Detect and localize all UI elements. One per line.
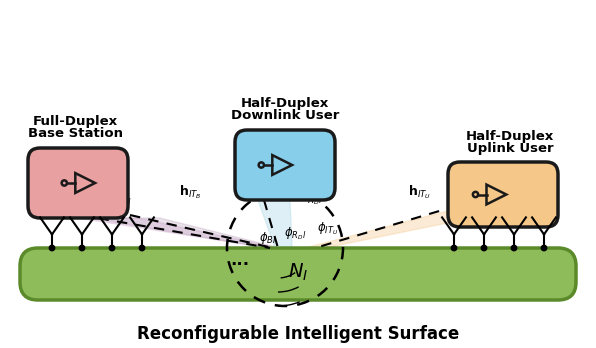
Text: Full-Duplex: Full-Duplex [32,115,117,128]
Text: ...: ... [231,251,250,269]
FancyBboxPatch shape [448,162,558,227]
FancyBboxPatch shape [235,130,335,200]
Text: $N_I$: $N_I$ [288,261,308,283]
Text: $\phi_{BI}$: $\phi_{BI}$ [259,230,277,246]
Text: $\phi_{R_Dl}$: $\phi_{R_Dl}$ [284,226,306,242]
Text: Half-Duplex: Half-Duplex [241,97,329,110]
Polygon shape [78,218,278,248]
Circle shape [511,245,517,251]
Circle shape [109,245,114,251]
Circle shape [541,245,547,251]
FancyBboxPatch shape [28,148,128,218]
Text: Half-Duplex: Half-Duplex [466,130,554,143]
Polygon shape [258,200,292,248]
Text: $\mathbf{h}_{R_Bl}$: $\mathbf{h}_{R_Bl}$ [108,191,132,209]
FancyBboxPatch shape [20,248,576,300]
Text: Downlink User: Downlink User [231,109,339,122]
Circle shape [139,245,145,251]
Circle shape [482,245,487,251]
Text: $\mathbf{h}_{IT_U}$: $\mathbf{h}_{IT_U}$ [408,183,432,201]
Circle shape [451,245,457,251]
Circle shape [49,245,55,251]
Text: Base Station: Base Station [27,127,123,140]
Text: $\phi_{IT_U}$: $\phi_{IT_U}$ [317,221,339,237]
Polygon shape [305,200,560,248]
Text: $\mathbf{h}_{IT_B}$: $\mathbf{h}_{IT_B}$ [179,183,201,201]
Circle shape [79,245,85,251]
Text: Uplink User: Uplink User [467,142,553,155]
Polygon shape [90,218,280,248]
Text: Reconfigurable Intelligent Surface: Reconfigurable Intelligent Surface [137,325,459,343]
Text: $\mathbf{h}_{R_Dl}$: $\mathbf{h}_{R_Dl}$ [298,189,322,207]
